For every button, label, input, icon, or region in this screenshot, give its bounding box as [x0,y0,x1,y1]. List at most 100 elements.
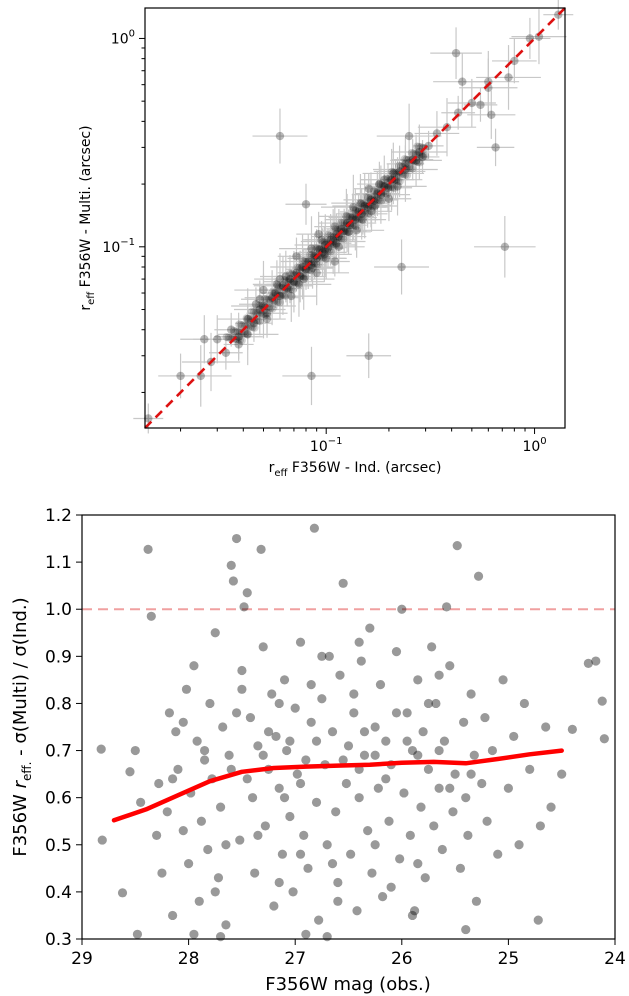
top-plot-ticks: 10−1 100 10−1 100 [102,28,546,455]
top-data-point [373,189,382,198]
top-data-point [298,256,307,265]
bottom-data-point [224,750,234,760]
top-data-point [337,234,346,243]
bottom-data-point [299,830,309,840]
bottom-data-point [402,708,412,718]
top-data-point [234,340,243,349]
bottom-data-point [245,712,256,723]
top-data-point [323,246,332,255]
top-data-point [418,152,427,162]
top-data-point [348,213,357,222]
bottom-data-point [282,745,292,756]
top-data-point [266,296,275,305]
top-data-point [360,201,369,211]
top-data-point [403,171,412,180]
bottom-data-point [413,750,423,760]
bottom-data-point [429,821,439,831]
top-data-point [318,248,327,257]
bottom-data-point [242,588,252,598]
bottom-data-point [322,840,332,850]
bottom-data-point [367,868,377,878]
bottom-data-point [205,698,215,709]
top-data-point [342,212,351,221]
bottom-data-point [314,915,324,925]
top-data-point [402,155,411,164]
bottom-data-point [405,830,415,840]
bottom-data-point [231,533,242,544]
bottom-data-point [218,722,228,732]
top-data-point [243,329,252,338]
top-data-point [292,252,301,261]
top-data-point [362,193,371,202]
bottom-data-point [253,830,263,840]
bottom-data-point [413,675,423,685]
top-data-point [290,278,299,287]
bottom-data-point [285,736,295,746]
bottom-data-point [210,628,220,638]
bottom-y-tick-label: 0.3 [45,930,72,950]
top-data-point [255,317,264,326]
bottom-data-point [271,731,281,742]
bottom-data-point [189,929,199,939]
top-data-point [346,212,355,221]
top-data-point [300,257,309,266]
top-data-point [370,196,379,206]
bottom-data-point [567,724,577,734]
bottom-data-point [370,722,380,732]
bottom-data-point [215,932,226,942]
top-data-point [411,149,420,158]
bottom-data-point [466,769,476,779]
bottom-data-point [583,658,593,669]
bottom-data-point [247,793,258,803]
bottom-data-point [381,774,391,784]
top-data-point [380,175,389,184]
bottom-data-point [189,661,199,671]
top-data-point [417,151,426,160]
top-data-point [255,305,264,314]
bottom-data-point [434,783,444,793]
bottom-data-point [199,745,210,756]
top-data-point [332,239,341,248]
bottom-data-point [279,793,290,803]
top-data-point [255,309,264,318]
top-data-point [328,232,337,241]
top-data-point [344,227,353,237]
top-data-point [294,280,304,289]
bottom-data-point [373,783,383,793]
top-data-point [308,258,317,267]
top-data-point [213,335,222,344]
top-data-point [262,309,272,318]
top-data-point [259,285,268,295]
top-data-point [317,235,326,245]
bottom-y-tick-label: 1.2 [45,506,72,526]
bottom-data-point [349,708,359,718]
top-data-point [395,167,404,176]
bottom-data-point [455,863,466,873]
top-data-point [351,206,360,215]
bottom-data-point [231,708,242,718]
top-data-point [358,215,368,224]
top-data-point [370,202,379,211]
bottom-data-point [194,896,204,906]
bottom-data-point [333,877,343,888]
top-data-point [356,199,365,208]
bottom-data-point [514,840,524,850]
top-data-point [453,108,463,117]
bottom-data-point [346,849,356,859]
bottom-data-point [171,727,181,737]
top-data-point [242,314,251,323]
bottom-data-point [213,873,224,883]
bottom-x-tick-label: 28 [178,949,200,969]
bottom-data-point [466,689,476,699]
top-data-point [286,269,295,278]
top-data-point [390,183,399,192]
top-plot-frame [144,7,566,429]
top-data-point [356,198,365,208]
bottom-data-point [215,802,226,812]
bottom-data-point [445,783,455,793]
bottom-data-point [557,769,567,779]
top-data-point [341,227,350,236]
top-data-point [273,282,282,291]
top-data-point [235,320,244,329]
